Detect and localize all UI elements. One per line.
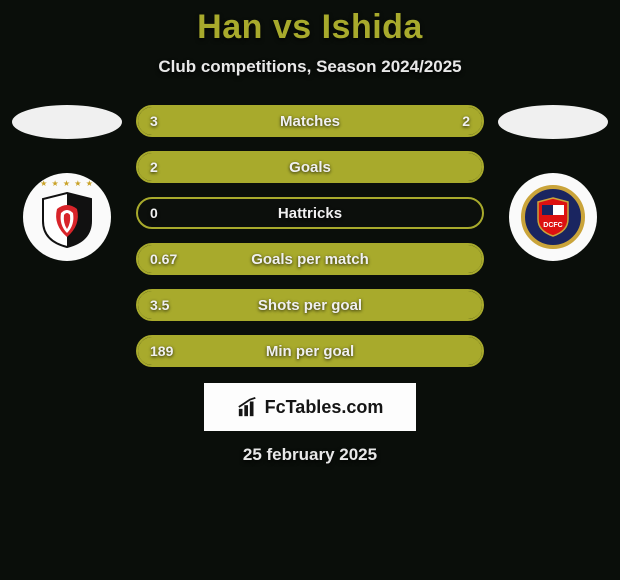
crest-stars-icon: ★ ★ ★ ★ ★ bbox=[37, 179, 97, 188]
crest-shield-icon: DCFC bbox=[536, 197, 570, 237]
stat-label: Hattricks bbox=[138, 199, 482, 227]
brand-text: FcTables.com bbox=[265, 397, 384, 418]
stat-label: Min per goal bbox=[138, 337, 482, 365]
main-row: ★ ★ ★ ★ ★ 3 Matches 2 bbox=[0, 105, 620, 367]
left-club-badge: ★ ★ ★ ★ ★ bbox=[23, 173, 111, 261]
date-line: 25 february 2025 bbox=[0, 445, 620, 465]
shield-icon bbox=[41, 191, 93, 249]
right-crest-ring: DCFC bbox=[521, 185, 585, 249]
chart-icon bbox=[237, 396, 259, 418]
subtitle: Club competitions, Season 2024/2025 bbox=[0, 57, 620, 77]
right-club-badge: DCFC bbox=[509, 173, 597, 261]
infographic-container: Han vs Ishida Club competitions, Season … bbox=[0, 0, 620, 465]
stat-row: 189 Min per goal bbox=[136, 335, 484, 367]
stat-row: 2 Goals bbox=[136, 151, 484, 183]
stat-row: 3.5 Shots per goal bbox=[136, 289, 484, 321]
stat-row: 0 Hattricks bbox=[136, 197, 484, 229]
left-player-column: ★ ★ ★ ★ ★ bbox=[8, 105, 126, 261]
stat-label: Matches bbox=[138, 107, 482, 135]
pohang-steelers-crest: ★ ★ ★ ★ ★ bbox=[37, 181, 97, 253]
brand-watermark: FcTables.com bbox=[204, 383, 416, 431]
stat-value-right: 2 bbox=[462, 107, 470, 135]
stat-label: Shots per goal bbox=[138, 291, 482, 319]
stat-row: 0.67 Goals per match bbox=[136, 243, 484, 275]
stat-label: Goals per match bbox=[138, 245, 482, 273]
left-player-ellipse bbox=[12, 105, 122, 139]
page-title: Han vs Ishida bbox=[0, 8, 620, 47]
stat-label: Goals bbox=[138, 153, 482, 181]
right-player-ellipse bbox=[498, 105, 608, 139]
stats-column: 3 Matches 2 2 Goals 0 Hattricks bbox=[136, 105, 484, 367]
right-player-column: DCFC bbox=[494, 105, 612, 261]
stat-row: 3 Matches 2 bbox=[136, 105, 484, 137]
svg-text:DCFC: DCFC bbox=[543, 222, 562, 229]
